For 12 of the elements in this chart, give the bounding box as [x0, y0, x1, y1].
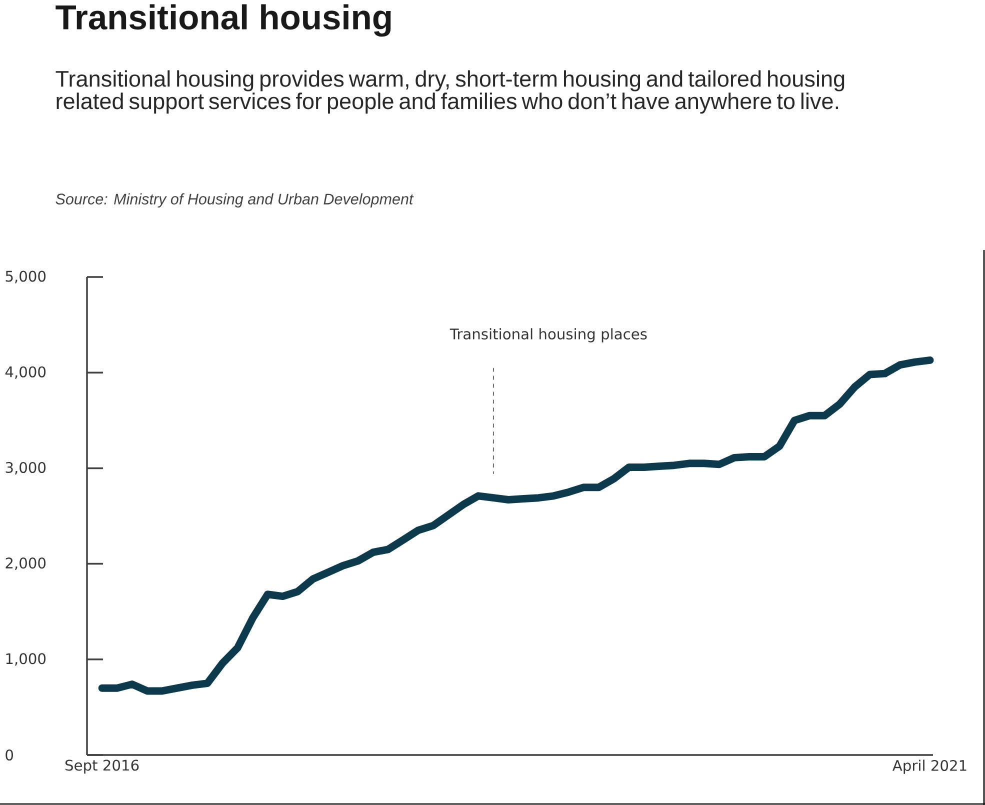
y-tick-label: 1,000 [6, 653, 46, 666]
y-tick-label: 2,000 [6, 558, 46, 570]
source-note: Source: Ministry of Housing and Urban Development [56, 193, 414, 208]
y-tick-label: 4,000 [5, 366, 46, 379]
x-tick-label: April 2021 [892, 760, 966, 774]
y-tick-label: 3,000 [6, 462, 46, 474]
y-tick-label: 0 [6, 749, 14, 761]
x-tick-label: Sept 2016 [65, 760, 139, 774]
chart-title: Transitional housing [56, 4, 391, 37]
y-tick-label: 5,000 [6, 270, 46, 284]
text: Transitional housing places [450, 328, 647, 342]
chart-subtitle: Transitional housing provides warm, dry, short-term housing and tailored housing related support services for people and families who don’t have anywhere to live. [56, 70, 844, 114]
